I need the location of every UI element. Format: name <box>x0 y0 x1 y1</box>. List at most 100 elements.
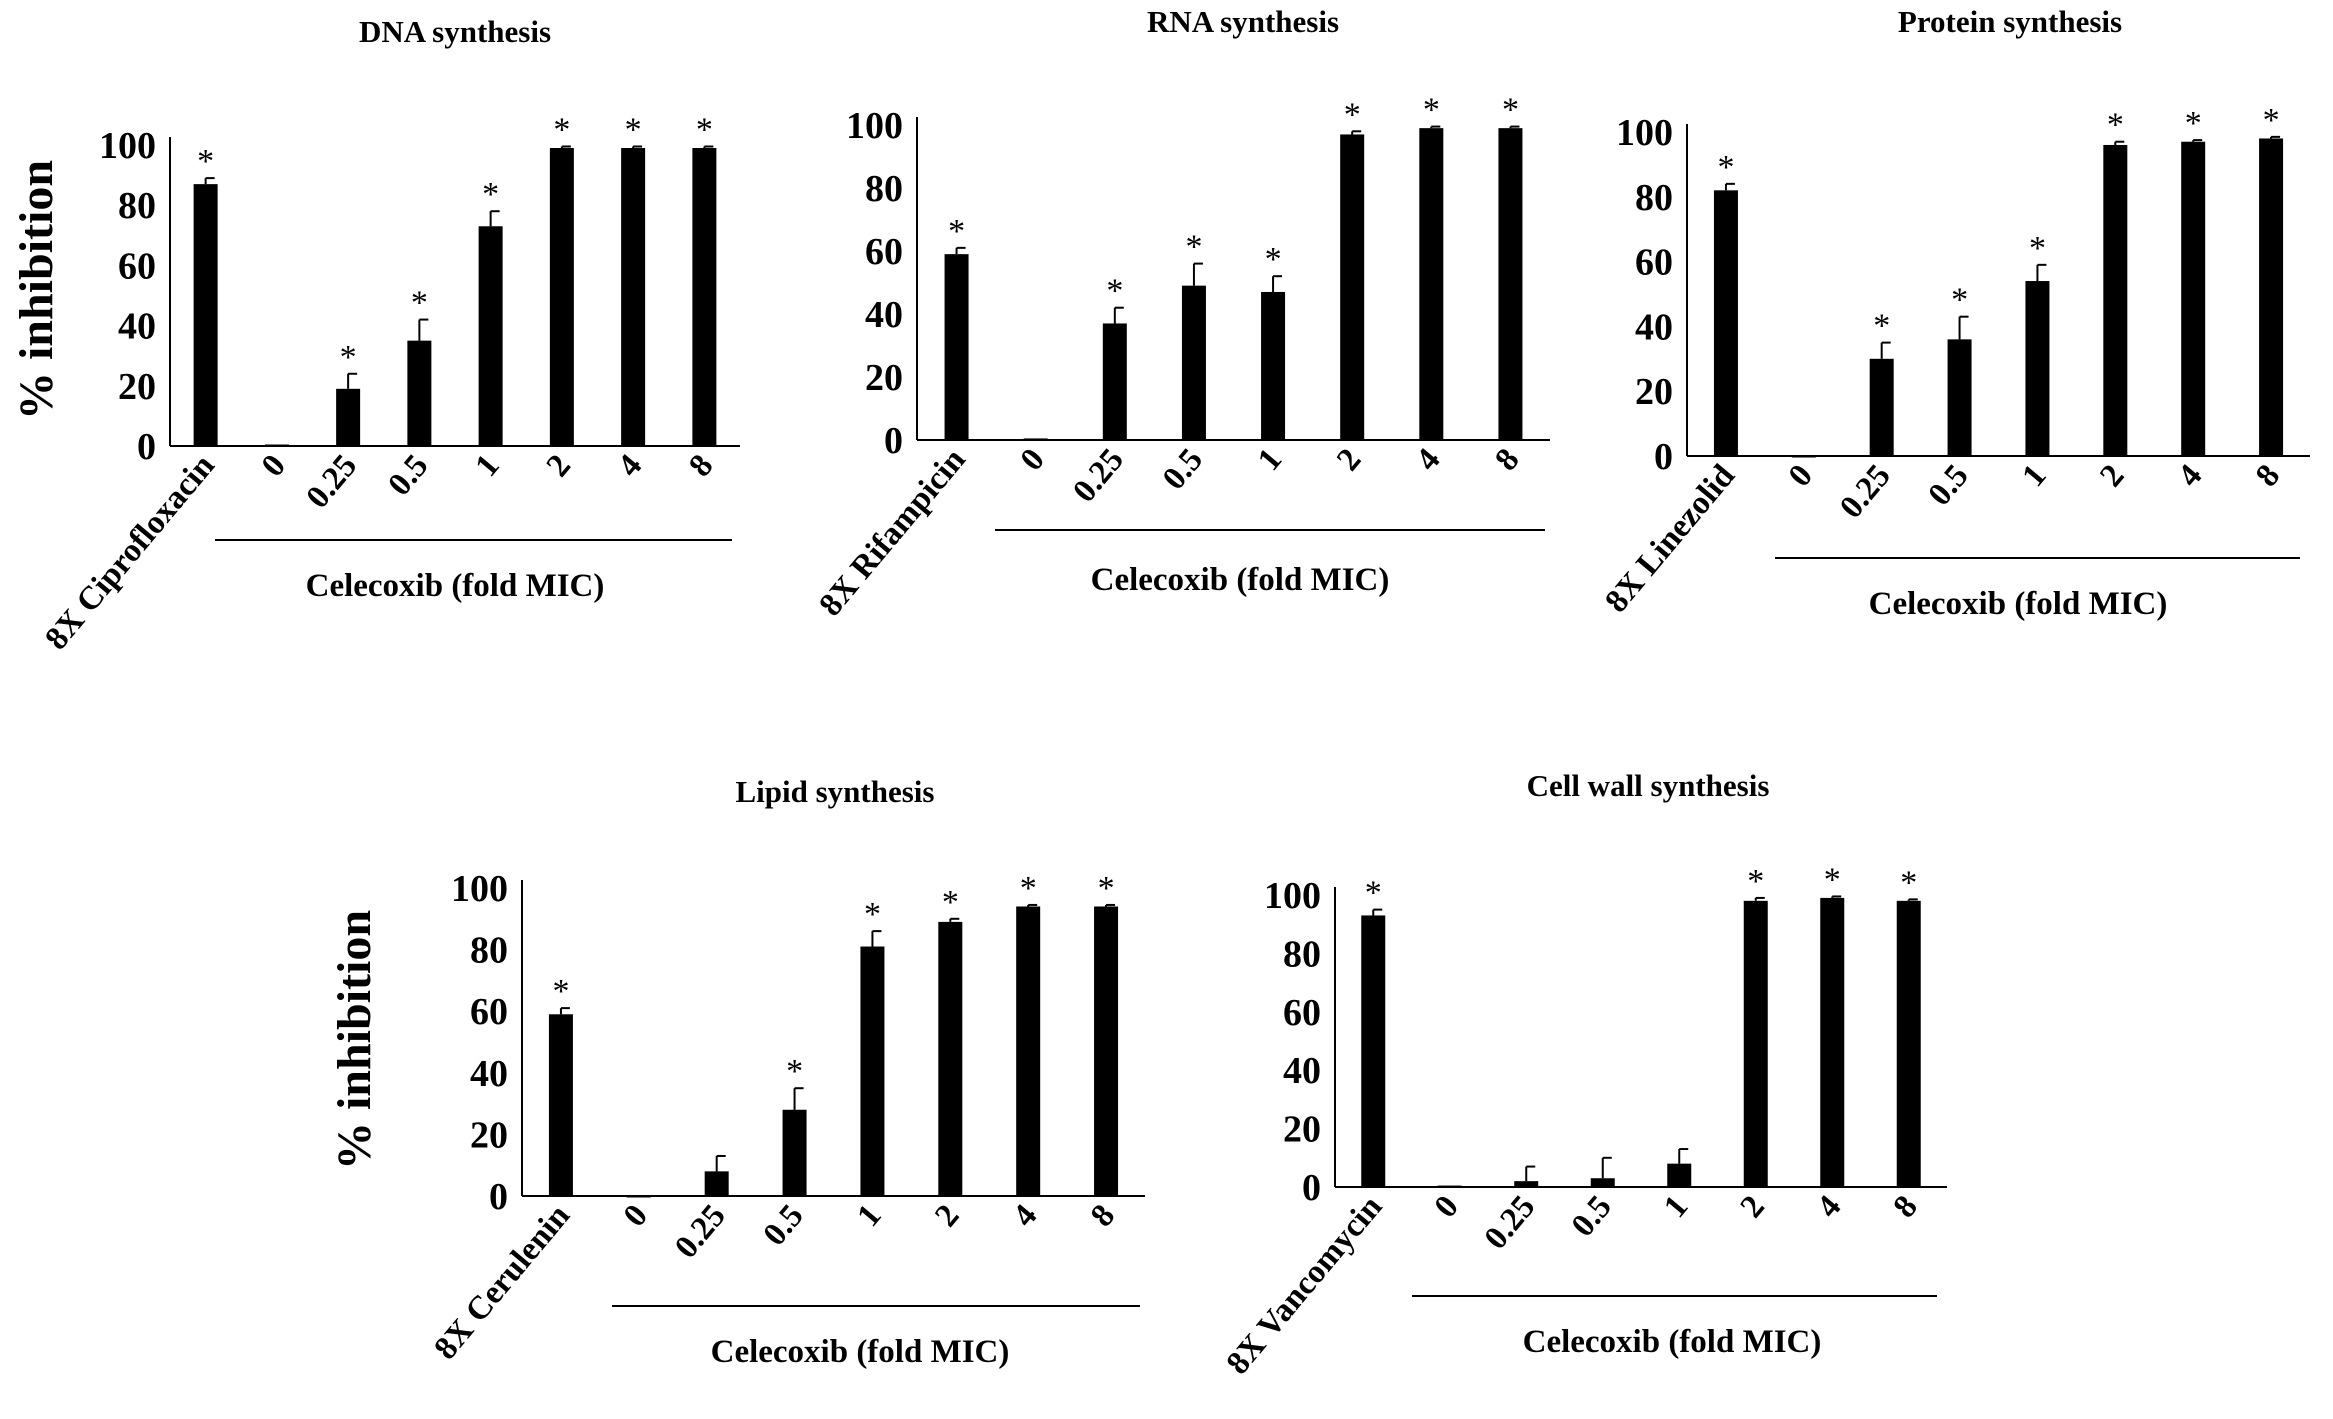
y-tick-label: 40 <box>865 294 903 336</box>
category-label: 0 <box>617 1198 655 1234</box>
significance-marker: * <box>1502 92 1519 129</box>
bar <box>336 388 361 446</box>
significance-marker: * <box>482 176 499 213</box>
category-label: 4 <box>1409 442 1447 478</box>
bar <box>1016 906 1041 1196</box>
bar <box>938 921 963 1196</box>
y-axis-label: % inhibition <box>10 160 63 420</box>
y-tick-label: 60 <box>470 991 508 1033</box>
bar <box>2025 281 2050 456</box>
significance-marker: * <box>411 285 428 322</box>
bar <box>1820 897 1845 1187</box>
bar <box>478 226 503 446</box>
category-label: 8X Cerulenin <box>428 1198 578 1366</box>
category-label: 8X Vancomycin <box>1220 1189 1390 1381</box>
category-label: 1 <box>469 448 507 484</box>
panel-dna-synthesis: DNA synthesis % inhibition Celecoxib (fo… <box>10 14 740 657</box>
chart-title: Lipid synthesis <box>735 774 934 809</box>
category-label: 8X Ciprofloxacin <box>38 448 221 657</box>
bar <box>1261 291 1286 440</box>
y-tick-label: 60 <box>118 245 156 287</box>
category-label: 0.5 <box>381 448 435 503</box>
category-label: 4 <box>611 448 649 484</box>
bar <box>944 254 969 440</box>
bar <box>1340 134 1365 440</box>
category-label: 0.25 <box>1066 442 1131 509</box>
significance-marker: * <box>1873 308 1890 345</box>
significance-marker: * <box>1365 875 1382 912</box>
category-label: 0.25 <box>1833 458 1898 525</box>
category-label: 1 <box>1657 1189 1695 1225</box>
x-axis-label: Celecoxib (fold MIC) <box>711 1334 1010 1370</box>
y-tick-label: 0 <box>1654 436 1673 478</box>
category-label: 4 <box>1810 1189 1848 1225</box>
category-label: 0.5 <box>1565 1189 1619 1244</box>
bar <box>264 444 289 446</box>
bar <box>704 1171 729 1196</box>
significance-marker: * <box>197 143 214 180</box>
category-label: 8 <box>1887 1189 1925 1225</box>
y-tick-label: 20 <box>1283 1109 1321 1151</box>
bar <box>1869 358 1894 456</box>
y-tick-label: 60 <box>865 231 903 273</box>
significance-marker: * <box>696 112 713 149</box>
category-label: 0.25 <box>668 1198 733 1265</box>
y-tick-label: 0 <box>137 426 156 468</box>
y-tick-label: 100 <box>451 868 508 910</box>
significance-marker: * <box>1020 870 1037 907</box>
category-label: 4 <box>1006 1198 1044 1234</box>
bar <box>1094 906 1119 1196</box>
significance-marker: * <box>553 112 570 149</box>
y-tick-label: 100 <box>846 105 903 147</box>
significance-marker: * <box>2029 230 2046 267</box>
panel-lipid-synthesis: Lipid synthesis % inhibition Celecoxib (… <box>328 774 1145 1370</box>
y-tick-label: 20 <box>865 357 903 399</box>
bar <box>549 148 574 446</box>
category-label: 0.5 <box>1156 442 1210 497</box>
bar <box>2259 138 2284 457</box>
bar <box>626 1196 651 1198</box>
significance-marker: * <box>1717 149 1734 186</box>
significance-marker: * <box>1747 863 1764 900</box>
category-label: 1 <box>850 1198 888 1234</box>
category-label: 0 <box>1014 442 1052 478</box>
significance-marker: * <box>948 213 965 250</box>
category-label: 8 <box>1488 442 1526 478</box>
panel-protein-synthesis: Protein synthesis Celecoxib (fold MIC) 0… <box>1598 4 2310 622</box>
bar <box>782 1109 807 1196</box>
bar <box>1590 1178 1615 1187</box>
bar <box>1791 456 1816 458</box>
y-tick-label: 0 <box>884 420 903 462</box>
x-axis-label: Celecoxib (fold MIC) <box>1091 562 1390 598</box>
x-axis-label: Celecoxib (fold MIC) <box>1523 1324 1822 1360</box>
significance-marker: * <box>1900 864 1917 901</box>
bar <box>2181 141 2206 456</box>
chart-title: Protein synthesis <box>1898 4 2122 39</box>
category-label: 8 <box>2249 458 2287 494</box>
y-tick-label: 20 <box>1635 371 1673 413</box>
bar <box>1947 339 1972 456</box>
bar <box>407 340 432 446</box>
y-tick-label: 0 <box>489 1176 508 1218</box>
y-tick-label: 100 <box>99 125 156 167</box>
panel-rna-synthesis: RNA synthesis Celecoxib (fold MIC) 02040… <box>813 4 1550 623</box>
y-tick-label: 80 <box>118 185 156 227</box>
category-label: 0.5 <box>757 1198 811 1253</box>
category-label: 2 <box>540 448 578 484</box>
category-label: 1 <box>2015 458 2053 494</box>
bar <box>860 946 885 1196</box>
y-tick-label: 60 <box>1635 242 1673 284</box>
y-tick-label: 80 <box>865 168 903 210</box>
bar <box>692 148 717 446</box>
bar <box>2103 144 2128 456</box>
bar <box>1361 915 1386 1187</box>
y-tick-label: 80 <box>470 930 508 972</box>
significance-marker: * <box>552 973 569 1010</box>
bar <box>1514 1181 1539 1187</box>
bar <box>1896 900 1921 1187</box>
panel-cell-wall-synthesis: Cell wall synthesis Celecoxib (fold MIC)… <box>1220 768 1947 1381</box>
category-label: 0 <box>1782 458 1820 494</box>
bar <box>548 1014 573 1196</box>
significance-marker: * <box>1344 96 1361 133</box>
